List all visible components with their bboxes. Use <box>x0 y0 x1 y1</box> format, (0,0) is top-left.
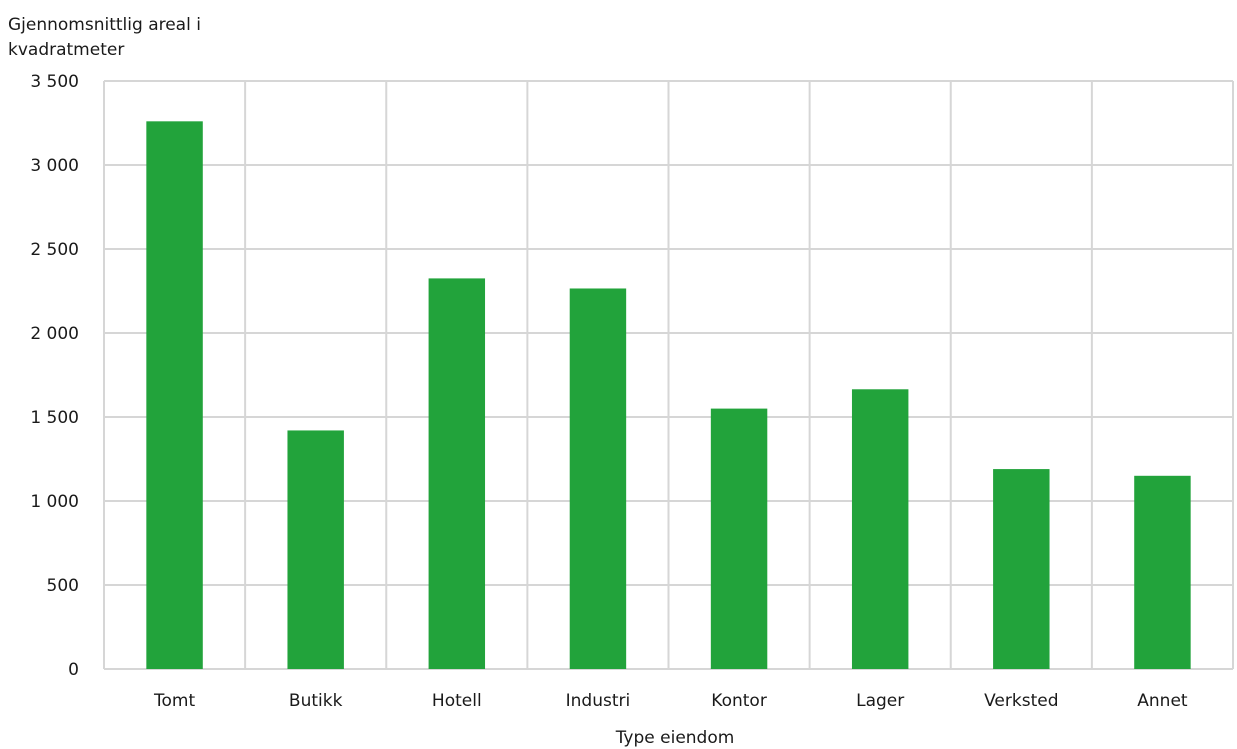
bar <box>710 408 768 669</box>
bar <box>993 469 1050 669</box>
x-tick-label: Lager <box>856 691 904 711</box>
bar <box>428 278 486 669</box>
x-axis-title: Type eiendom <box>615 728 735 748</box>
y-tick-label: 3 000 <box>30 156 79 176</box>
x-tick-label: Butikk <box>289 691 343 711</box>
bar <box>569 288 627 669</box>
y-axis-ticks: 0 500 1 000 1 500 2 000 2 500 3 000 3 500 <box>30 72 79 680</box>
y-tick-label: 2 000 <box>30 324 79 344</box>
bars <box>146 121 1191 669</box>
x-tick-label: Annet <box>1137 691 1188 711</box>
x-tick-label: Verksted <box>984 691 1058 711</box>
y-axis-title-line-2: kvadratmeter <box>8 40 124 60</box>
x-tick-label: Industri <box>566 691 631 711</box>
y-tick-label: 2 500 <box>30 240 79 260</box>
y-tick-label: 500 <box>47 576 79 596</box>
y-tick-label: 1 000 <box>30 492 79 512</box>
x-tick-label: Tomt <box>153 691 195 711</box>
grid-lines <box>103 80 1234 670</box>
y-axis-title-line-1: Gjennomsnittlig areal i <box>8 15 201 35</box>
x-tick-label: Kontor <box>711 691 767 711</box>
bar <box>851 389 909 669</box>
bar <box>146 121 203 669</box>
bar <box>1134 475 1191 669</box>
y-tick-label: 3 500 <box>30 72 79 92</box>
x-tick-label: Hotell <box>432 691 482 711</box>
y-tick-label: 1 500 <box>30 408 79 428</box>
x-axis-ticks: Tomt Butikk Hotell Industri Kontor Lager Verks… <box>153 691 1188 711</box>
y-tick-label: 0 <box>68 660 79 680</box>
bar <box>287 430 344 669</box>
